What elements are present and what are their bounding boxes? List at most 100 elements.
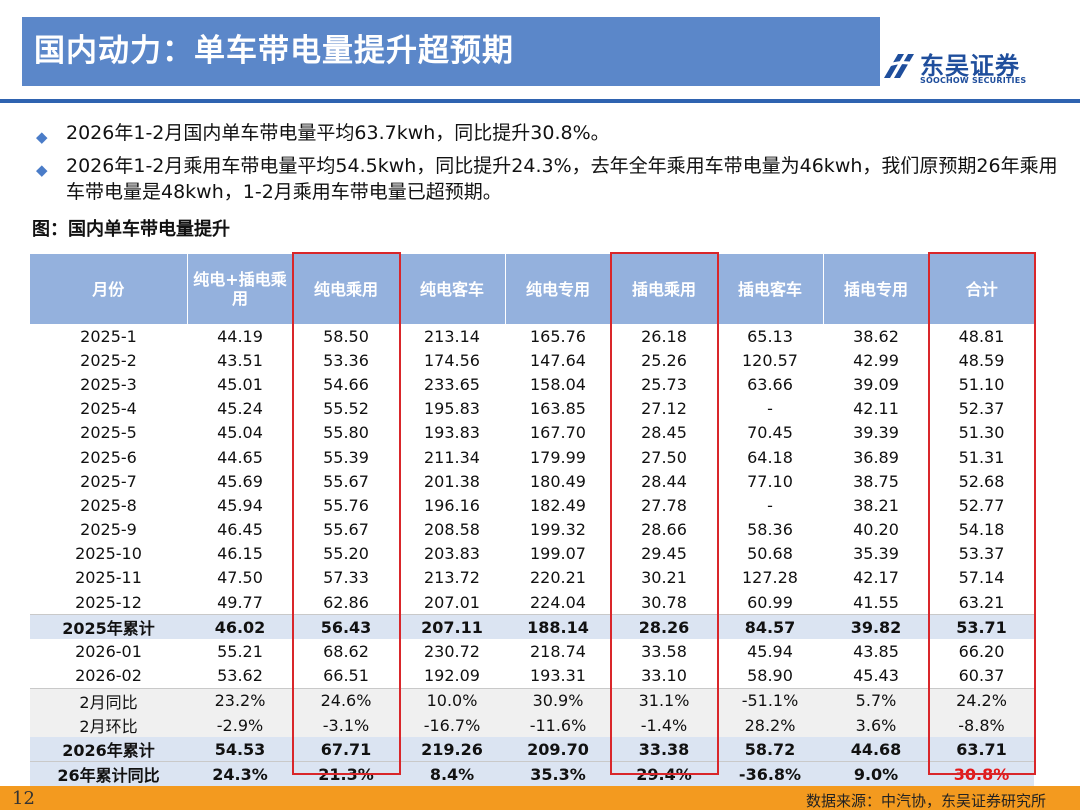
header-phev-bus: 插电客车 [717, 254, 824, 324]
table-cell: -36.8% [717, 761, 823, 787]
table-row: 2025-1 44.19 58.50 213.14 165.76 26.18 65.13 38… [30, 324, 1034, 348]
table-cell: 57.14 [958, 568, 1005, 588]
table-cell: 233.65 [424, 374, 480, 394]
table-cell: 58.36 [747, 520, 793, 540]
table-cell: 47.50 [217, 568, 263, 588]
table-cell: 60.99 [747, 592, 793, 612]
row-label-cell: 2026-01 [75, 642, 142, 662]
logo-text-en: SOOCHOW SECURITIES [920, 76, 1027, 85]
table-cell: 8.4% [399, 761, 505, 787]
header-phev-passenger: 插电乘用 [611, 254, 718, 324]
table-cell: 50.68 [747, 544, 793, 564]
table-cell: 66.51 [323, 666, 369, 686]
table-cell: 70.45 [747, 423, 793, 443]
header-ev-phev-passenger: 纯电+插电乘用 [187, 254, 294, 324]
table-header-row: 月份 纯电+插电乘用 纯电乘用 纯电客车 纯电专用 插电乘用 插电客车 插电专用… [30, 254, 1034, 324]
table-cell: 45.01 [217, 374, 263, 394]
row-label-cell: 2025-2 [80, 350, 137, 370]
table-cell: 53.62 [217, 666, 263, 686]
table-cell: 196.16 [424, 495, 480, 515]
bullet-text: 2026年1-2月乘用车带电量平均54.5kwh，同比提升24.3%，去年全年乘… [66, 155, 1058, 203]
table-cell: 24.3% [187, 761, 293, 787]
table-cell: 58.72 [717, 737, 823, 762]
table-cell: 39.39 [853, 423, 899, 443]
table-cell: 28.66 [641, 520, 687, 540]
footer-bar [0, 786, 1080, 810]
table-cell: -11.6% [505, 713, 611, 738]
table-row: 2025-2 43.51 53.36 174.56 147.64 25.26 120.57 4… [30, 348, 1034, 372]
table-cell: 193.31 [530, 666, 586, 686]
table-cell: 203.83 [424, 544, 480, 564]
table-cell: -1.4% [611, 713, 717, 738]
table-cell: -2.9% [187, 713, 293, 738]
table-cell: 52.68 [958, 471, 1005, 491]
table-cell: 29.4% [611, 761, 717, 787]
table-cell: 48.81 [958, 326, 1005, 346]
table-cell: 230.72 [424, 642, 480, 662]
table-cell: 27.12 [641, 399, 687, 419]
table-cell: 127.28 [742, 568, 798, 588]
table-cell: 211.34 [424, 447, 480, 467]
table-cell: 10.0% [399, 687, 505, 713]
table-cell: 60.37 [958, 666, 1005, 686]
table-cell: 44.65 [217, 447, 263, 467]
row-label-cell: 2025-12 [75, 592, 142, 612]
table-cell: 39.09 [853, 374, 899, 394]
table-cell: 5.7% [823, 687, 929, 713]
header-ev-bus: 纯电客车 [399, 254, 506, 324]
table-cell: 49.77 [217, 592, 263, 612]
row-label-cell: 2026年累计 [30, 737, 187, 762]
table-cell: -8.8% [929, 713, 1034, 738]
logo-text-cn: 东吴证券 [920, 52, 1020, 80]
table-cell: 52.37 [958, 399, 1005, 419]
table-row: 2025-10 46.15 55.20 203.83 199.07 29.45 50.68 3… [30, 542, 1034, 566]
table-cell: 53.71 [929, 614, 1034, 640]
table-cell: 179.99 [530, 447, 586, 467]
table-cell: 55.52 [323, 399, 369, 419]
table-cell: 62.86 [323, 592, 369, 612]
table-cell: 53.36 [323, 350, 369, 370]
table-cell: 219.26 [399, 737, 505, 762]
bullet-item: ◆ 2026年1-2月乘用车带电量平均54.5kwh，同比提升24.3%，去年全… [34, 153, 1064, 205]
table-cell: 174.56 [424, 350, 480, 370]
table-cell: 213.14 [424, 326, 480, 346]
table-cell: 55.76 [323, 495, 369, 515]
table-cell: 77.10 [747, 471, 793, 491]
table-cell: 42.17 [853, 568, 899, 588]
bullet-list: ◆ 2026年1-2月国内单车带电量平均63.7kwh，同比提升30.8%。 ◆… [34, 120, 1064, 212]
table-cell: 44.68 [823, 737, 929, 762]
table-cell: -16.7% [399, 713, 505, 738]
table-cell: 41.55 [853, 592, 899, 612]
table-cell: -3.1% [293, 713, 399, 738]
table-cell: 45.94 [747, 642, 793, 662]
table-cell: 29.45 [641, 544, 687, 564]
table-cell: 36.89 [853, 447, 899, 467]
table-cell: -51.1% [717, 687, 823, 713]
page-title: 国内动力：单车带电量提升超预期 [34, 33, 514, 69]
table-cell: 27.78 [641, 495, 687, 515]
table-cell: 24.2% [929, 687, 1034, 713]
row-label-cell: 2025-4 [80, 399, 137, 419]
table-cell: 39.82 [823, 614, 929, 640]
table-cell: 54.53 [187, 737, 293, 762]
table-cell: 208.58 [424, 520, 480, 540]
table-cell: 28.44 [641, 471, 687, 491]
table-cell: 23.2% [187, 687, 293, 713]
table-cell: 209.70 [505, 737, 611, 762]
row-label-cell: 2025年累计 [30, 614, 187, 640]
company-logo: 东吴证券 SOOCHOW SECURITIES [880, 44, 1040, 88]
table-cell: 9.0% [823, 761, 929, 787]
table-cell: 193.83 [424, 423, 480, 443]
table-cell: 30.21 [641, 568, 687, 588]
row-label-cell: 2025-5 [80, 423, 137, 443]
table-row: 2026-01 55.21 68.62 230.72 218.74 33.58 45.94 4… [30, 639, 1034, 663]
table-cell: 28.45 [641, 423, 687, 443]
table-row: 26年累计同比 24.3% 21.3% 8.4% 35.3% 29.4% -36.8% 9.0… [30, 761, 1034, 787]
data-source: 数据来源：中汽协，东吴证券研究所 [805, 792, 1046, 810]
table-cell: 55.21 [217, 642, 263, 662]
table-cell: 120.57 [742, 350, 798, 370]
table-cell: 31.1% [611, 687, 717, 713]
title-bar [22, 17, 880, 86]
table-cell: 180.49 [530, 471, 586, 491]
table-cell: 45.24 [217, 399, 263, 419]
